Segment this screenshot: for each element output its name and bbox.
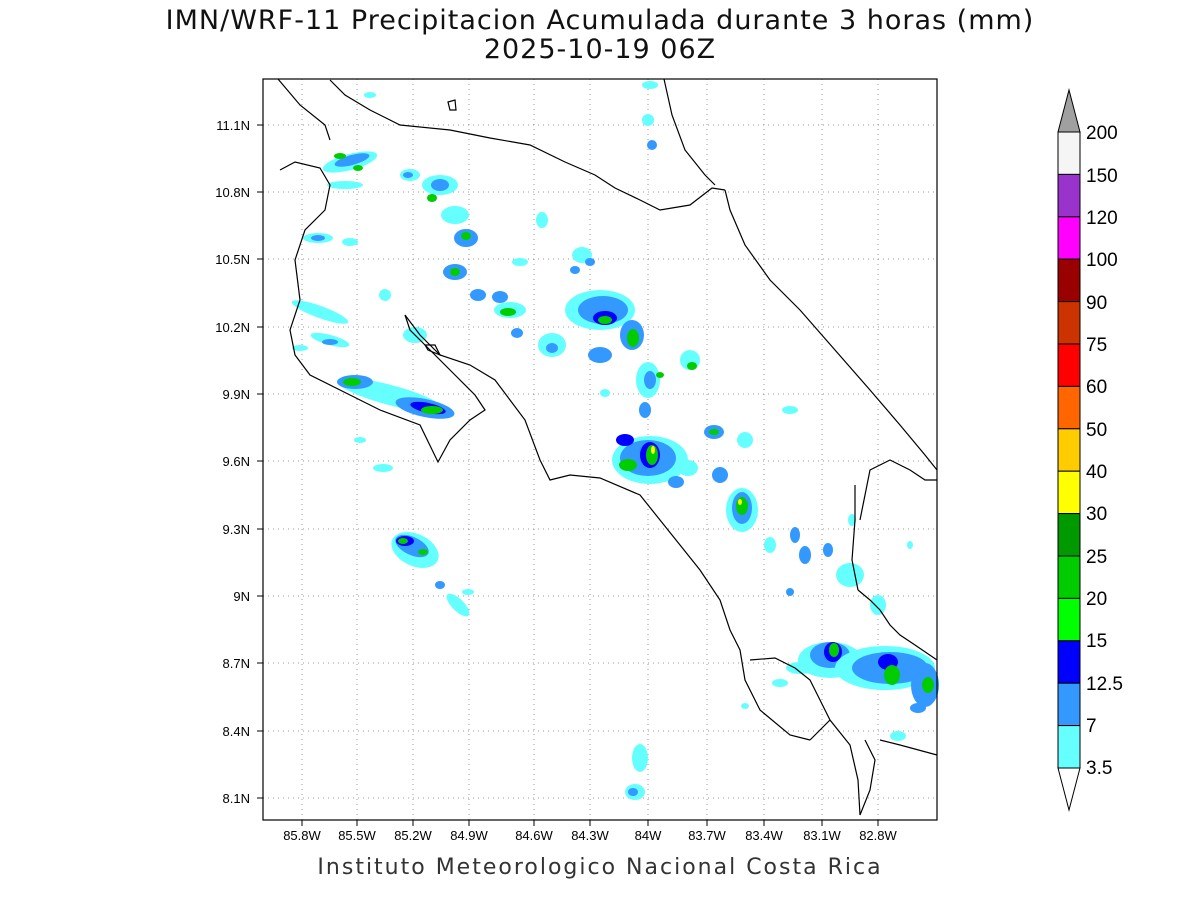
map-subtitle-datetime: 2025-10-19 06Z — [483, 34, 717, 65]
colorbar-swatch — [1057, 682, 1081, 727]
colorbar-label: 50 — [1086, 420, 1107, 441]
colorbar-swatch — [1057, 385, 1081, 430]
colorbar-swatch — [1057, 725, 1081, 769]
lat-tick-label: 9.3N — [223, 522, 250, 537]
latitude-ticks — [257, 124, 263, 799]
colorbar-label: 40 — [1086, 462, 1107, 483]
lon-tick-label: 85.2W — [394, 828, 432, 843]
colorbar-swatch — [1057, 131, 1081, 175]
colorbar-bottom-arrow — [1057, 767, 1081, 812]
lat-tick-label: 9N — [233, 589, 250, 604]
lon-tick-label: 84W — [635, 828, 662, 843]
lon-tick-label: 83.7W — [688, 828, 726, 843]
latitude-axis: 11.1N 10.8N 10.5N 10.2N 9.9N 9.6N 9.3N 9… — [215, 118, 250, 806]
lon-tick-label: 84.3W — [571, 828, 609, 843]
lon-tick-label: 85.8W — [283, 828, 321, 843]
colorbar-swatch — [1057, 216, 1081, 260]
map-background — [263, 79, 937, 820]
lat-tick-label: 11.1N — [216, 118, 250, 133]
lat-tick-label: 9.6N — [223, 454, 250, 469]
precipitation-areas — [291, 81, 939, 800]
precipitation-colorbar: 200 150 120 100 90 75 60 50 40 30 25 20 … — [1057, 88, 1123, 812]
lon-tick-label: 84.6W — [515, 828, 553, 843]
colorbar-swatch — [1057, 343, 1081, 387]
lat-tick-label: 10.5N — [215, 252, 250, 267]
lat-tick-label: 8.7N — [223, 656, 250, 671]
longitude-axis: 85.8W 85.5W 85.2W 84.9W 84.6W 84.3W 84W … — [283, 828, 897, 843]
colorbar-swatch — [1057, 173, 1081, 218]
colorbar-label: 75 — [1086, 335, 1107, 356]
lon-tick-label: 83.1W — [803, 828, 841, 843]
map-frame — [262, 78, 938, 821]
colorbar-swatch — [1057, 640, 1081, 684]
lat-tick-label: 8.1N — [223, 791, 250, 806]
institution-footer: Instituto Meteorologico Nacional Costa R… — [317, 855, 883, 880]
lon-tick-label: 85.5W — [338, 828, 376, 843]
colorbar-label: 120 — [1086, 208, 1118, 229]
colorbar-label: 150 — [1086, 166, 1118, 187]
colorbar-label: 12.5 — [1086, 674, 1123, 695]
colorbar-label: 7 — [1086, 716, 1097, 737]
colorbar-top-arrow — [1057, 88, 1081, 133]
colorbar-label: 60 — [1086, 377, 1107, 398]
colorbar-label: 25 — [1086, 547, 1107, 568]
colorbar-swatch — [1057, 597, 1081, 642]
colorbar-label: 90 — [1086, 293, 1107, 314]
lon-tick-label: 82.8W — [859, 828, 897, 843]
lat-tick-label: 10.8N — [215, 185, 250, 200]
lat-tick-label: 8.4N — [223, 724, 250, 739]
colorbar-label: 200 — [1086, 123, 1118, 144]
colorbar-label: 30 — [1086, 504, 1107, 525]
lat-tick-label: 10.2N — [215, 320, 250, 335]
colorbar-label: 100 — [1086, 250, 1118, 271]
colorbar-swatch — [1057, 428, 1081, 472]
colorbar-swatch — [1057, 301, 1081, 345]
lat-tick-label: 9.9N — [223, 387, 250, 402]
colorbar-label: 20 — [1086, 589, 1107, 610]
map-title: IMN/WRF-11 Precipitacion Acumulada duran… — [165, 5, 1035, 36]
longitude-ticks — [301, 820, 879, 826]
colorbar-swatch — [1057, 555, 1081, 599]
lon-tick-label: 84.9W — [450, 828, 488, 843]
colorbar-label: 15 — [1086, 631, 1107, 652]
lon-tick-label: 83.4W — [745, 828, 783, 843]
colorbar-swatch — [1057, 513, 1081, 557]
colorbar-swatch — [1057, 258, 1081, 303]
coastline-borders — [277, 78, 938, 816]
colorbar-label: 3.5 — [1086, 758, 1112, 779]
colorbar-swatch — [1057, 470, 1081, 515]
